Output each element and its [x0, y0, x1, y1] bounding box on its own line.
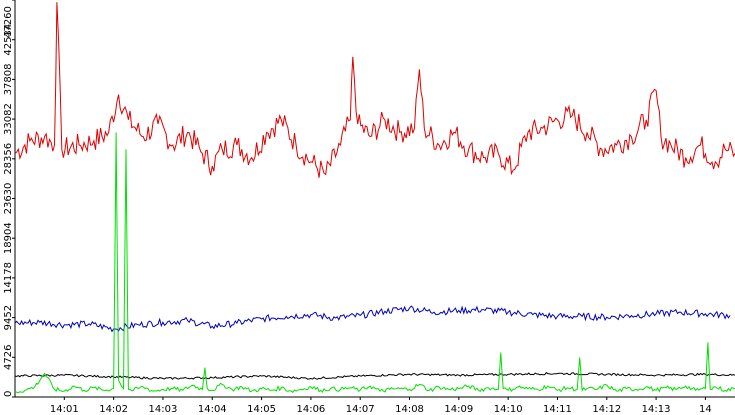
y-tick-label: 47260 [3, 6, 14, 38]
x-tick-label: 14:10 [494, 404, 523, 415]
y-tick-label: 42534 [3, 24, 14, 56]
x-tick-label: 14:06 [296, 404, 325, 415]
y-tick-label: 0 [3, 391, 14, 397]
y-axis: 0 4726 9452 14178 18904 23630 28356 33082 37808 4… [3, 0, 16, 398]
x-tick-label: 14 [699, 404, 712, 415]
y-tick-label: 28356 [3, 143, 14, 175]
y-tick-label: 18904 [3, 222, 14, 254]
x-tick-label: 14:03 [149, 404, 178, 415]
y-tick-label: 37808 [3, 63, 14, 95]
x-tick-label: 14:07 [346, 404, 375, 415]
y-tick-label: 33082 [3, 103, 14, 135]
y-tick-label: 4726 [3, 345, 14, 370]
series-line-4 [14, 132, 735, 394]
x-tick-label: 14:08 [395, 404, 424, 415]
series-layer [14, 2, 735, 394]
y-tick-label: 23630 [3, 183, 14, 215]
x-tick-label: 14:04 [198, 404, 227, 415]
x-tick-label: 14:11 [543, 404, 572, 415]
y-tick-label: 9452 [3, 305, 14, 330]
x-tick-label: 14:09 [444, 404, 473, 415]
y-tick-label: 14178 [3, 262, 14, 294]
x-tick-label: 14:02 [99, 404, 128, 415]
x-axis: 14:01 14:02 14:03 14:04 14:05 14:06 14:07 14:08… [15, 396, 735, 415]
x-tick-label: 14:12 [592, 404, 621, 415]
series-line-2 [14, 305, 731, 333]
x-tick-label: 14:05 [247, 404, 276, 415]
x-tick-label: 14:01 [50, 404, 79, 415]
series-line-1 [14, 2, 735, 178]
x-tick-label: 14:13 [642, 404, 671, 415]
series-line-3 [14, 372, 735, 380]
